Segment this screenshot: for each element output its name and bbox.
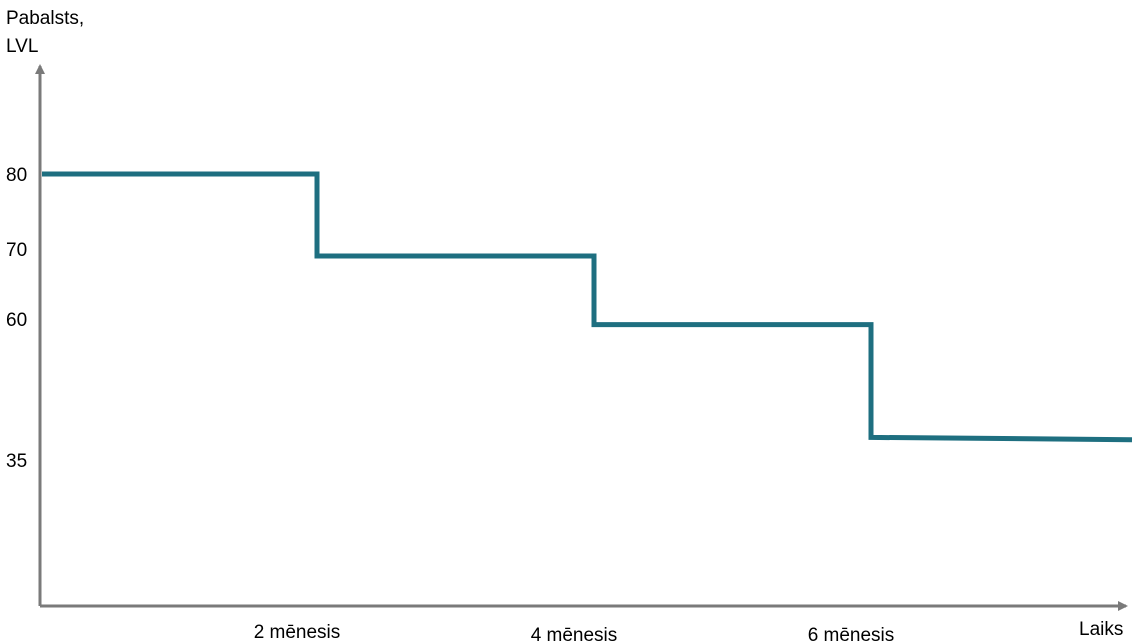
y-tick-label: 35 (6, 451, 27, 472)
x-tick-label: 2 mēnesis (254, 622, 341, 643)
x-tick-label: 6 mēnesis (808, 625, 895, 643)
tick-labels: 80 70 60 35 2 mēnesis 4 mēnesis 6 mēnesis (6, 165, 894, 643)
x-tick-label: 4 mēnesis (531, 625, 618, 643)
y-axis-title-line-1: Pabalsts, (6, 8, 84, 29)
y-axis-title-line-2: LVL (6, 36, 38, 57)
y-tick-label: 70 (6, 240, 27, 261)
x-axis-title: Laiks (1079, 619, 1123, 640)
series-step-line (42, 171, 1133, 443)
y-tick-label: 60 (6, 310, 27, 331)
y-tick-label: 80 (6, 165, 27, 186)
